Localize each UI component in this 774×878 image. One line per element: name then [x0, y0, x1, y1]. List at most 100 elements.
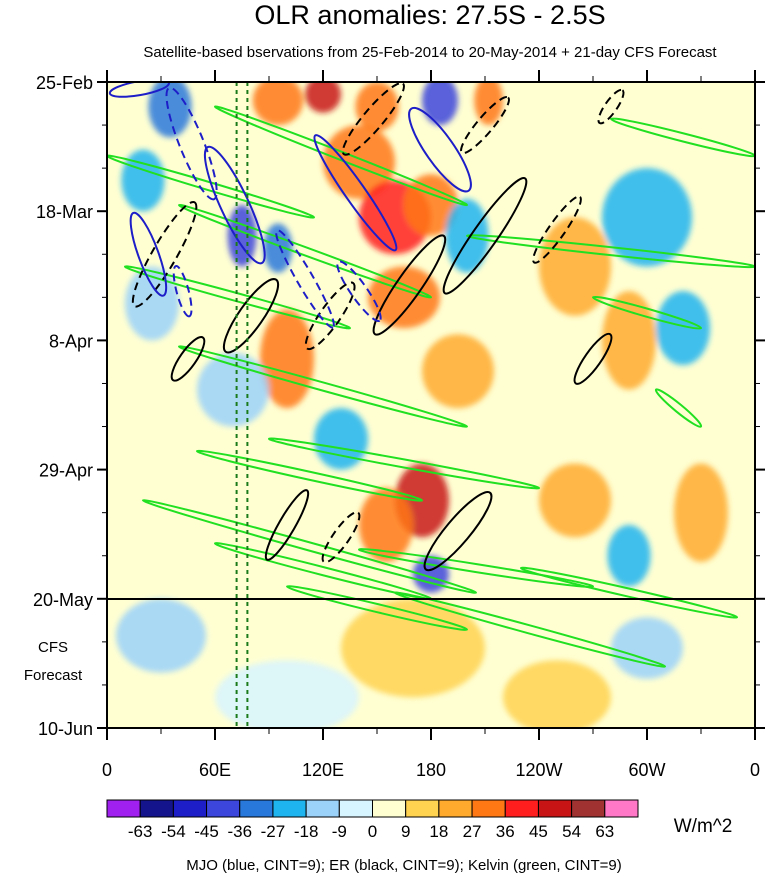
colorbar-box [239, 799, 274, 818]
colorbar-box [172, 799, 208, 818]
olr-anomaly-blob [422, 334, 494, 409]
olr-anomaly-blob [263, 223, 293, 273]
olr-anomaly-blob [252, 82, 304, 126]
wave-contours [107, 82, 755, 668]
olr-anomaly-blob [323, 125, 395, 199]
mjo-contour [203, 145, 266, 265]
y-axis: 25-Feb 18-Mar 8-Apr 29-Apr 20-May 10-Jun [33, 73, 765, 739]
olr-anomaly-blob [422, 82, 458, 126]
kelvin-contour [141, 499, 478, 594]
colorbar-box [338, 799, 373, 818]
y-tick-label: 10-Jun [38, 719, 93, 739]
colorbar-box [305, 799, 340, 818]
mjo-contour [313, 134, 398, 252]
colorbar-box [438, 799, 473, 818]
mjo-contour [336, 260, 382, 323]
mjo-contour [172, 265, 193, 318]
colorbar-box [504, 799, 539, 818]
colorbar-label: 0 [368, 822, 377, 841]
kelvin-contour [393, 591, 667, 668]
olr-anomaly-blob [611, 617, 683, 679]
chart-subtitle: Satellite-based bservations from 25-Feb-… [143, 44, 717, 61]
kelvin-contour [465, 234, 755, 269]
olr-anomaly-blob [355, 82, 399, 132]
er-contour [264, 489, 310, 561]
colorbar-box [272, 799, 307, 818]
colorbar-label: 63 [595, 822, 614, 841]
olr-anomaly-blob [656, 291, 710, 366]
colorbar-box [471, 799, 506, 818]
er-contour [597, 88, 625, 125]
y-tick-label: 20-May [33, 590, 93, 610]
er-contour [423, 491, 493, 572]
x-tick-label: 120E [302, 760, 344, 780]
olr-anomaly-blob [227, 205, 257, 267]
reference-lines [235, 82, 249, 728]
kelvin-contour [195, 449, 424, 502]
colorbar-label: 45 [529, 822, 548, 841]
colorbar-label: -45 [194, 822, 219, 841]
kelvin-contour [177, 203, 433, 299]
olr-anomaly-blob [602, 168, 692, 267]
x-axis: 0 60E 120E 180 120W 60W 0 [102, 70, 760, 780]
colorbar-box [139, 799, 174, 818]
mjo-contour [275, 229, 335, 329]
colorbar-label: 36 [496, 822, 515, 841]
y-tick-label: 8-Apr [49, 331, 93, 351]
colorbar-box [405, 799, 440, 818]
olr-anomaly-blob [368, 266, 440, 329]
colorbar-box [537, 799, 573, 818]
olr-anomaly-blob [503, 660, 611, 728]
er-contour [341, 82, 405, 156]
olr-anomaly-blob [474, 82, 503, 126]
colorbar: -63 -54 -45 -36 -27 -18 -9 0 9 18 27 36 45 54 63 [106, 799, 639, 841]
olr-anomaly-blob [215, 660, 359, 728]
mjo-contour [165, 86, 218, 201]
er-contour [304, 281, 356, 351]
colorbar-units: W/m^2 [674, 816, 733, 837]
olr-anomaly-blob [359, 488, 413, 562]
olr-anomaly-blob [314, 408, 368, 470]
colorbar-label: 9 [401, 822, 410, 841]
y-tick-label: 29-Apr [39, 461, 93, 481]
forecast-label: CFS Forecast [24, 639, 83, 684]
x-tick-label: 60W [628, 760, 665, 780]
er-contour [460, 96, 510, 155]
olr-anomaly-blob [674, 463, 728, 562]
er-contour [170, 336, 206, 382]
x-tick-label: 180 [416, 760, 446, 780]
mjo-contour [129, 211, 168, 297]
kelvin-contour [591, 295, 703, 330]
chart-title: OLR anomalies: 27.5S - 2.5S [254, 0, 605, 30]
colorbar-label: -54 [161, 822, 186, 841]
x-tick-label: 0 [750, 760, 760, 780]
mjo-contour [408, 106, 472, 193]
colorbar-box [206, 799, 241, 818]
colorbar-label: -27 [261, 822, 286, 841]
colorbar-box [604, 799, 639, 818]
colorbar-box [372, 799, 407, 818]
colorbar-label: -9 [332, 822, 347, 841]
kelvin-contour [519, 566, 739, 619]
kelvin-contour [177, 345, 469, 428]
kelvin-contour [654, 388, 703, 428]
kelvin-contour [357, 548, 595, 588]
footnote: MJO (blue, CINT=9); ER (black, CINT=9); … [186, 857, 622, 874]
colorbar-label: 54 [562, 822, 581, 841]
forecast-label-line1: CFS [38, 639, 68, 656]
olr-anomaly-blob [148, 82, 192, 138]
er-contour [222, 278, 280, 354]
olr-anomaly-blob [607, 524, 651, 587]
colorbar-box [571, 799, 606, 818]
er-contour [372, 234, 447, 336]
colorbar-label: -18 [294, 822, 319, 841]
olr-anomaly-blob [539, 463, 611, 538]
kelvin-contour [267, 437, 541, 490]
x-tick-label: 120W [515, 760, 562, 780]
olr-anomaly-blob [305, 82, 341, 113]
er-contour [442, 177, 528, 295]
forecast-label-line2: Forecast [24, 667, 83, 684]
y-tick-label: 25-Feb [36, 73, 93, 93]
kelvin-contour [285, 585, 469, 631]
